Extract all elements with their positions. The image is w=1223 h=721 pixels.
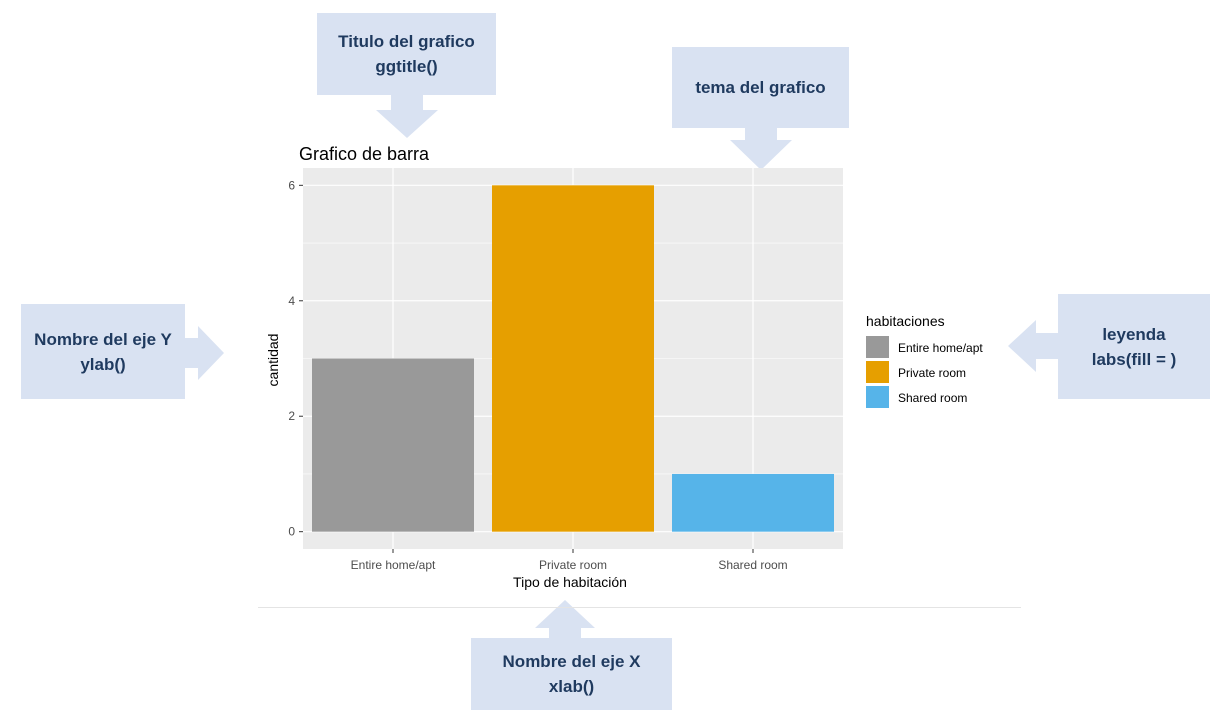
legend-label-2: Shared room [898, 391, 967, 405]
ylab-callout-line2: ylab() [80, 354, 126, 374]
legend-swatch-2 [866, 386, 889, 408]
x-tick-label: Entire home/apt [351, 558, 436, 572]
y-tick-label: 6 [288, 178, 295, 192]
title-callout-line1: Titulo del grafico [338, 32, 475, 51]
x-tick-label: Private room [539, 558, 607, 572]
ylab-callout: Nombre del eje Y ylab() [21, 304, 185, 399]
legend-swatch-0 [866, 336, 889, 358]
title-callout: Titulo del grafico ggtitle() [317, 13, 496, 95]
x-axis-ticks: Entire home/apt Private room Shared room [351, 549, 788, 572]
divider-line [258, 607, 1021, 608]
title-callout-line2: ggtitle() [375, 57, 438, 76]
legend-arrow [1008, 320, 1058, 372]
xlab-callout-line1: Nombre del eje X [502, 652, 641, 671]
y-tick-label: 4 [288, 294, 295, 308]
ylab-arrow [185, 326, 224, 380]
xlab-callout-line2: xlab() [548, 677, 595, 696]
bar-1 [492, 185, 654, 532]
ylab-callout-line1: Nombre del eje Y [34, 329, 172, 349]
chart-title: Grafico de barra [299, 144, 430, 164]
legend-callout: leyenda labs(fill = ) [1058, 294, 1210, 399]
xlab-arrow [535, 600, 595, 638]
theme-arrow [730, 128, 792, 170]
y-tick-label: 2 [288, 409, 295, 423]
y-tick-label: 0 [288, 525, 295, 539]
legend-swatch-1 [866, 361, 889, 383]
bar-0 [312, 358, 474, 532]
x-axis-label: Tipo de habitación [513, 574, 627, 590]
legend-label-1: Private room [898, 366, 966, 380]
xlab-callout: Nombre del eje X xlab() [471, 638, 672, 710]
legend-callout-line1: leyenda [1102, 324, 1166, 344]
y-axis-label: cantidad [265, 334, 281, 387]
title-arrow [376, 95, 438, 138]
bar-2 [672, 473, 834, 532]
legend-callout-line2: labs(fill = ) [1091, 349, 1177, 369]
legend-title: habitaciones [866, 313, 945, 329]
y-axis-ticks: 0 2 4 6 [288, 178, 303, 539]
x-tick-label: Shared room [718, 558, 787, 572]
bars [312, 185, 834, 532]
theme-callout-line1: tema del grafico [695, 78, 826, 97]
legend-label-0: Entire home/apt [898, 341, 983, 355]
legend: habitaciones Entire home/apt Private room… [866, 313, 983, 408]
theme-callout: tema del grafico [672, 47, 849, 128]
